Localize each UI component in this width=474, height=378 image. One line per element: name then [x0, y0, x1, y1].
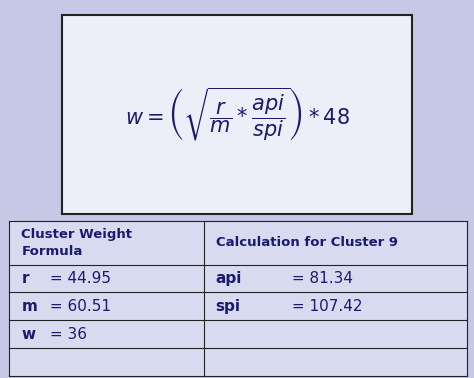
- Text: m: m: [21, 299, 37, 314]
- Text: Cluster Weight
Formula: Cluster Weight Formula: [21, 228, 132, 258]
- Text: = 44.95: = 44.95: [45, 271, 111, 286]
- Text: = 36: = 36: [45, 327, 87, 342]
- FancyBboxPatch shape: [62, 15, 412, 214]
- Text: = 107.42: = 107.42: [287, 299, 362, 314]
- Text: api: api: [216, 271, 242, 286]
- Text: $w = \left( \sqrt{\dfrac{r}{m} * \dfrac{api}{spi}} \right) * 48$: $w = \left( \sqrt{\dfrac{r}{m} * \dfrac{…: [125, 86, 349, 143]
- Text: spi: spi: [216, 299, 241, 314]
- FancyBboxPatch shape: [9, 221, 467, 376]
- Text: = 60.51: = 60.51: [45, 299, 111, 314]
- Text: r: r: [21, 271, 29, 286]
- Text: = 81.34: = 81.34: [287, 271, 353, 286]
- Text: Calculation for Cluster 9: Calculation for Cluster 9: [216, 236, 398, 249]
- Text: w: w: [21, 327, 36, 342]
